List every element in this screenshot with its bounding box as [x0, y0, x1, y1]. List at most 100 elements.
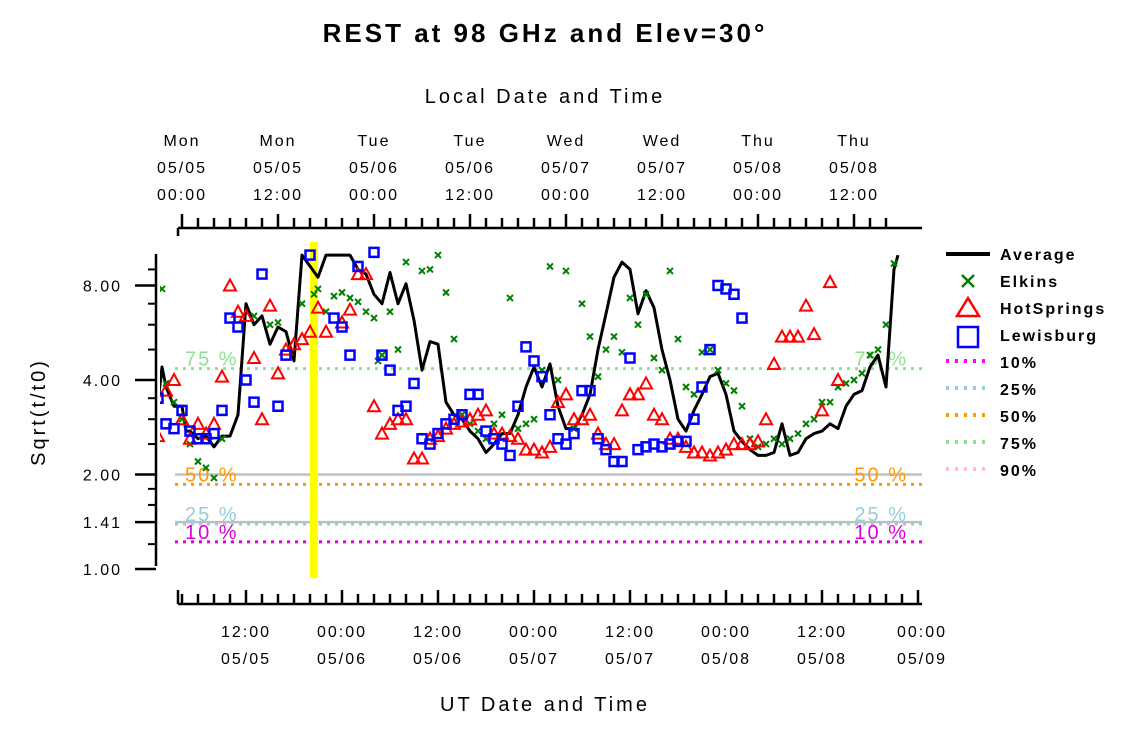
elkins-point-77	[810, 415, 818, 423]
elkins-point-25	[386, 308, 394, 316]
percentile-label-left-3: 10 %	[185, 522, 239, 544]
elkins-point-17	[330, 292, 338, 300]
lewisburg-point-4	[184, 425, 196, 437]
y-tick-label-3: 4.00	[83, 373, 122, 390]
hotsprings-point-48	[542, 438, 558, 453]
top-tick-date-7: 05/08	[829, 160, 879, 177]
top-tick-time-4: 00:00	[541, 187, 591, 204]
lewisburg-point-13	[256, 268, 268, 280]
hotsprings-point-2	[166, 371, 182, 386]
legend-label: HotSprings	[1000, 301, 1106, 318]
elkins-point-82	[850, 376, 858, 384]
top-tick-day-1: Mon	[259, 133, 296, 150]
elkins-point-27	[402, 258, 410, 266]
elkins-point-68	[738, 402, 746, 410]
legend-item-25pct: 25%	[946, 382, 1038, 399]
elkins-point-41	[522, 420, 530, 428]
lewisburg-point-7	[208, 427, 220, 440]
legend-label: 25%	[1000, 382, 1038, 399]
hotsprings-point-44	[510, 430, 526, 445]
lewisburg-point-49	[592, 432, 604, 445]
hotsprings-point-61	[646, 406, 662, 421]
elkins-point-13	[298, 299, 306, 308]
hotsprings-point-31	[406, 450, 422, 465]
elkins-point-65	[714, 366, 722, 374]
top-tick-date-4: 05/07	[541, 160, 591, 177]
legend-swatch-x	[961, 274, 975, 288]
percentile-label-right-3: 10 %	[854, 522, 908, 544]
hotsprings-point-79	[790, 328, 806, 343]
elkins-point-78	[818, 398, 826, 406]
lewisburg-point-19	[344, 349, 356, 361]
elkins-point-67	[730, 386, 738, 395]
elkins-point-48	[578, 299, 586, 308]
legend-label: 50%	[1000, 409, 1038, 426]
elkins-point-38	[498, 411, 506, 419]
bottom-tick-time-7: 00:00	[897, 624, 947, 641]
elkins-point-10	[250, 312, 258, 320]
top-tick-date-2: 05/06	[349, 160, 399, 177]
elkins-point-7	[210, 474, 218, 482]
bottom-tick-date-6: 05/08	[797, 651, 847, 668]
elkins-point-60	[674, 335, 682, 343]
lewisburg-point-32	[456, 409, 468, 421]
lewisburg-point-43	[544, 409, 556, 421]
elkins-point-15	[314, 285, 322, 293]
hotsprings-point-40	[478, 402, 494, 417]
top-tick-time-6: 00:00	[733, 187, 783, 204]
hotsprings-point-32	[414, 450, 430, 465]
series-average	[160, 253, 900, 457]
elkins-point-18	[338, 288, 346, 297]
lewisburg-point-38	[504, 449, 516, 462]
top-tick-date-5: 05/07	[637, 160, 687, 177]
hotsprings-point-77	[774, 328, 790, 343]
top-tick-time-5: 12:00	[637, 187, 687, 204]
elkins-point-53	[618, 348, 626, 357]
elkins-point-46	[562, 267, 570, 275]
elkins-point-12	[274, 318, 282, 327]
bottom-tick-date-4: 05/07	[605, 651, 655, 668]
current-time-marker	[310, 242, 318, 578]
lewisburg-point-62	[696, 381, 708, 393]
bottom-tick-date-5: 05/08	[701, 651, 751, 668]
hotsprings-point-21	[318, 323, 334, 338]
lewisburg-point-22	[376, 349, 388, 361]
lewisburg-point-41	[528, 355, 540, 367]
hotsprings-point-18	[294, 330, 310, 346]
elkins-point-75	[794, 429, 802, 438]
elkins-point-64	[706, 345, 714, 354]
elkins-point-35	[474, 427, 482, 435]
hotsprings-point-27	[374, 425, 390, 440]
elkins-point-39	[506, 294, 514, 302]
hotsprings-point-1	[160, 382, 174, 397]
bottom-tick-time-2: 12:00	[413, 624, 463, 641]
top-tick-day-3: Tue	[454, 133, 487, 150]
elkins-point-52	[610, 332, 618, 341]
bottom-tick-time-6: 12:00	[797, 624, 847, 641]
lewisburg-point-48	[584, 384, 596, 397]
lewisburg-point-60	[680, 435, 692, 448]
top-tick-time-3: 12:00	[445, 187, 495, 204]
lewisburg-point-15	[280, 349, 292, 361]
bottom-tick-date-3: 05/07	[509, 651, 559, 668]
lewisburg-point-52	[616, 455, 628, 468]
elkins-point-21	[362, 308, 370, 316]
hotsprings-point-50	[558, 386, 574, 401]
hotsprings-point-51	[566, 411, 582, 426]
elkins-point-55	[634, 321, 642, 329]
elkins-point-58	[658, 366, 666, 374]
current-time-bar	[310, 242, 318, 578]
bottom-tick-time-0: 12:00	[221, 624, 271, 641]
elkins-point-31	[442, 288, 450, 297]
hotsprings-point-0	[160, 431, 166, 443]
elkins-point-45	[554, 376, 562, 384]
legend-item-lewisburg: Lewisburg	[956, 325, 1096, 349]
legend-item-50pct: 50%	[946, 409, 1038, 426]
legend-item-90pct: 90%	[946, 463, 1036, 480]
average-line	[160, 253, 900, 457]
hotsprings-point-11	[238, 307, 254, 322]
elkins-point-51	[602, 345, 610, 354]
lewisburg-point-26	[408, 377, 420, 390]
